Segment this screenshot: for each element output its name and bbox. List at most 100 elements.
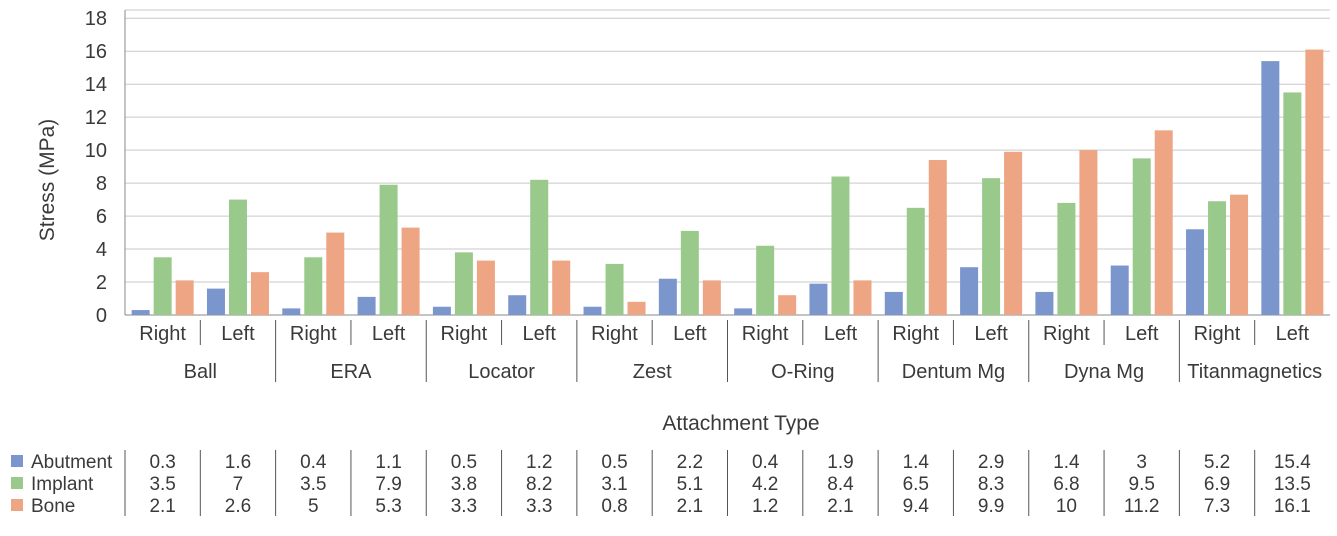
x-tick-label-left: Left [824, 323, 858, 345]
legend-label-implant: Implant [31, 474, 94, 495]
bar-bone-4 [401, 227, 420, 315]
x-tick-label-right: Right [441, 323, 488, 345]
data-label-bone: 5.3 [375, 496, 401, 517]
bars [131, 49, 1324, 315]
axes: 0 2 4 6 8 10 12 14 16 18 Right Left Right Left Right Le… [85, 8, 1322, 383]
data-label-implant: 8.3 [978, 474, 1004, 495]
bar-bone-7 [627, 301, 646, 315]
data-label-abutment: 1.9 [827, 452, 853, 473]
data-label-bone: 2.1 [149, 496, 175, 517]
data-label-abutment: 1.6 [225, 452, 251, 473]
y-axis-label: Stress (MPa) [36, 119, 59, 242]
bar-bone-13 [1079, 150, 1098, 315]
y-tick-label: 4 [96, 239, 107, 261]
data-label-abutment: 0.5 [601, 452, 627, 473]
data-label-abutment: 5.2 [1204, 452, 1230, 473]
bar-abutment-5 [432, 306, 451, 315]
bar-abutment-8 [658, 278, 677, 315]
data-label-bone: 10 [1056, 496, 1077, 517]
data-label-bone: 5 [308, 496, 319, 517]
x-tick-label-left: Left [1276, 323, 1310, 345]
data-label-bone: 2.1 [677, 496, 703, 517]
data-label-bone: 1.2 [752, 496, 778, 517]
data-label-implant: 8.4 [827, 474, 854, 495]
x-tick-label-left: Left [221, 323, 255, 345]
data-label-implant: 3.5 [149, 474, 175, 495]
y-tick-label: 0 [96, 305, 107, 327]
data-label-bone: 3.3 [451, 496, 477, 517]
x-tick-label-right: Right [591, 323, 638, 345]
data-label-implant: 6.8 [1053, 474, 1079, 495]
bar-abutment-4 [357, 296, 376, 315]
data-label-implant: 5.1 [677, 474, 703, 495]
bar-bone-5 [476, 260, 495, 315]
bar-abutment-14 [1110, 265, 1129, 315]
x-group-label: ERA [330, 361, 372, 383]
bar-implant-8 [680, 230, 699, 315]
bar-abutment-6 [508, 295, 527, 315]
x-tick-label-right: Right [290, 323, 337, 345]
legend-label-abutment: Abutment [31, 452, 113, 473]
data-label-implant: 8.2 [526, 474, 552, 495]
bar-abutment-10 [809, 283, 828, 315]
data-label-abutment: 2.9 [978, 452, 1004, 473]
bar-implant-7 [605, 263, 624, 315]
data-label-abutment: 1.4 [1053, 452, 1080, 473]
bar-implant-11 [906, 207, 925, 315]
data-label-bone: 9.4 [903, 496, 930, 517]
data-label-abutment: 2.2 [677, 452, 703, 473]
bar-implant-4 [379, 184, 398, 315]
data-label-abutment: 0.5 [451, 452, 477, 473]
data-label-implant: 6.9 [1204, 474, 1230, 495]
bar-abutment-9 [734, 308, 753, 315]
y-tick-label: 18 [85, 8, 107, 30]
bar-bone-15 [1230, 194, 1249, 315]
bar-implant-15 [1208, 201, 1227, 315]
bar-abutment-13 [1035, 291, 1054, 315]
x-group-label: Ball [184, 361, 217, 383]
bar-abutment-15 [1186, 229, 1205, 315]
x-tick-label-right: Right [139, 323, 186, 345]
legend-swatch-implant [11, 477, 23, 489]
bar-bone-14 [1154, 130, 1173, 315]
data-label-implant: 3.8 [451, 474, 477, 495]
y-tick-label: 14 [85, 74, 107, 96]
bar-bone-1 [175, 280, 194, 315]
y-tick-label: 10 [85, 140, 107, 162]
legend-swatch-abutment [11, 455, 23, 467]
bar-bone-6 [552, 260, 571, 315]
data-label-bone: 3.3 [526, 496, 552, 517]
data-label-implant: 3.1 [601, 474, 627, 495]
legend-swatch-bone [11, 499, 23, 511]
bar-implant-16 [1283, 92, 1302, 315]
data-label-implant: 7 [233, 474, 244, 495]
y-tick-label: 2 [96, 272, 107, 294]
bar-bone-2 [250, 272, 269, 315]
data-label-implant: 9.5 [1129, 474, 1155, 495]
bar-bone-8 [702, 280, 721, 315]
x-tick-label-right: Right [892, 323, 939, 345]
bar-abutment-1 [131, 310, 150, 315]
x-tick-label-right: Right [742, 323, 789, 345]
data-label-bone: 2.1 [827, 496, 853, 517]
data-label-abutment: 1.4 [903, 452, 930, 473]
data-label-abutment: 1.2 [526, 452, 552, 473]
bar-bone-10 [853, 280, 872, 315]
bar-bone-16 [1305, 49, 1324, 315]
data-label-abutment: 0.4 [300, 452, 327, 473]
x-tick-label-right: Right [1194, 323, 1241, 345]
data-label-bone: 16.1 [1274, 496, 1311, 517]
data-label-implant: 6.5 [903, 474, 929, 495]
bar-implant-13 [1057, 202, 1076, 315]
bar-abutment-2 [206, 288, 225, 315]
bar-implant-10 [831, 176, 850, 315]
bar-implant-5 [454, 252, 473, 315]
x-tick-label-right: Right [1043, 323, 1090, 345]
bar-implant-12 [982, 178, 1001, 315]
data-label-abutment: 15.4 [1274, 452, 1311, 473]
data-label-implant: 3.5 [300, 474, 326, 495]
bar-implant-1 [153, 257, 172, 315]
data-table: Abutment 0.3 1.6 0.4 1.1 0.5 1.2 0.5 2.2 0.4 1.9 1.… [11, 450, 1311, 517]
bar-implant-6 [530, 179, 549, 315]
